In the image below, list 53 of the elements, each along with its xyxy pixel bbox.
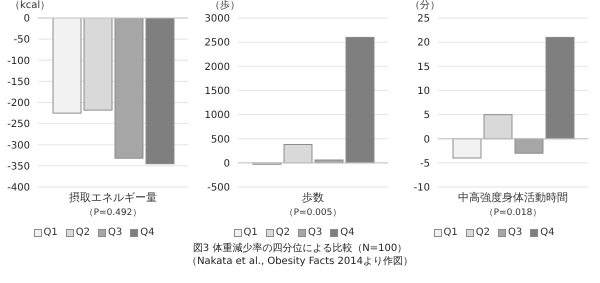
legend-label: Q4	[340, 227, 354, 238]
y-tick-label: 15	[417, 62, 430, 73]
y-tick-label: 3000	[204, 14, 230, 25]
y-tick-label: -500	[207, 182, 230, 194]
y-tick-label: -200	[7, 98, 30, 110]
y-tick-label: 0	[24, 14, 30, 25]
text: 図3 体重減少率の四分位による比較（N=100）	[192, 242, 408, 255]
y-tick-label: -300	[7, 140, 30, 152]
y-tick-label: 20	[417, 38, 430, 49]
y-tick-label: 2500	[204, 38, 230, 49]
legend-label: Q1	[244, 227, 258, 238]
y-tick-label: 0	[424, 134, 430, 146]
y-axis-title: （歩）	[209, 0, 241, 12]
x-axis-title: 中高強度身体活動時間	[458, 191, 568, 204]
legend-label: Q2	[476, 227, 490, 238]
y-tick-label: -350	[7, 161, 30, 172]
y-tick-label: -5	[420, 158, 430, 170]
bar	[284, 144, 312, 164]
y-tick-label: -150	[7, 76, 30, 88]
bar	[346, 36, 374, 164]
legend-label: Q1	[44, 227, 58, 238]
y-tick-label: 5	[424, 110, 430, 122]
y-tick-label: 2000	[204, 62, 230, 73]
text: （P=0.005）	[284, 208, 342, 218]
y-tick-label: -10	[414, 182, 430, 194]
legend-label: Q4	[140, 227, 154, 238]
y-tick-label: -400	[7, 182, 30, 194]
legend-label: Q3	[308, 227, 322, 238]
y-axis-title: （kcal）	[9, 0, 52, 12]
y-tick-label: 0	[224, 158, 230, 170]
legend-label: Q3	[508, 227, 522, 238]
text: （P=0.018）	[484, 208, 542, 218]
y-tick-label: 1000	[204, 110, 230, 122]
y-tick-label: 10	[417, 86, 430, 97]
y-tick-label: -100	[7, 56, 30, 67]
text: （P=0.492）	[84, 208, 142, 218]
y-tick-label: 25	[417, 14, 430, 25]
y-tick-label: -250	[7, 119, 30, 130]
y-axis-title: （分）	[409, 0, 441, 12]
x-axis-title: 摂取エネルギー量	[69, 191, 157, 204]
text: （Nakata et al., Obesity Facts 2014より作図）	[186, 255, 414, 268]
bar	[452, 138, 482, 159]
legend-label: Q1	[444, 227, 458, 238]
x-axis-title: 歩数	[302, 191, 324, 204]
legend-label: Q4	[540, 227, 554, 238]
y-tick-label: 500	[210, 134, 230, 146]
y-tick-label: 1500	[204, 86, 230, 97]
legend-label: Q2	[76, 227, 90, 238]
y-tick-label: -50	[14, 34, 30, 46]
legend-label: Q2	[276, 227, 290, 238]
bar	[514, 138, 544, 154]
bar	[546, 36, 574, 140]
legend-label: Q3	[108, 227, 122, 238]
